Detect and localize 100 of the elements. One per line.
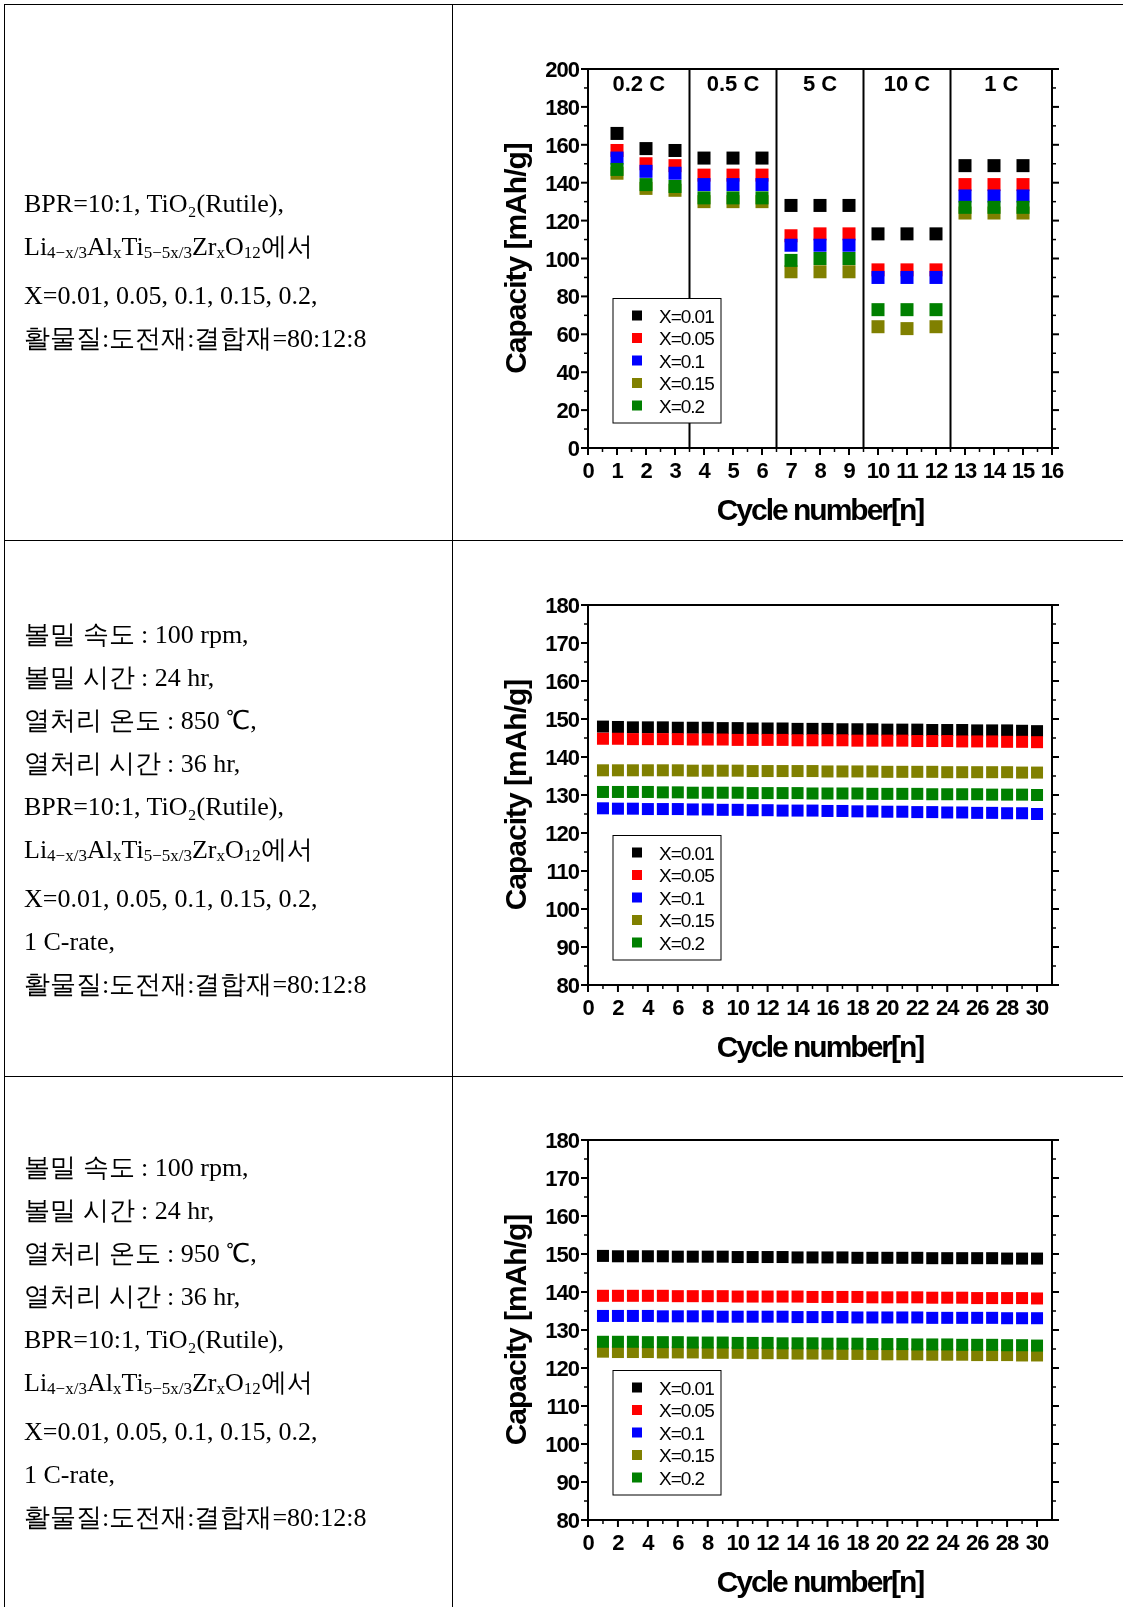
point [686, 721, 699, 734]
point [611, 802, 624, 815]
x-tick-label: 4 [642, 1530, 656, 1555]
point [656, 764, 669, 777]
point [610, 162, 624, 176]
point [791, 1311, 804, 1324]
point [842, 265, 856, 279]
point [941, 724, 954, 737]
point [806, 1251, 819, 1264]
point [656, 1310, 669, 1323]
point [941, 1338, 954, 1351]
point [926, 1311, 939, 1324]
point [716, 733, 729, 746]
x-tick-label: 10 [726, 995, 750, 1020]
x-tick-label: 9 [843, 458, 856, 483]
point [791, 1290, 804, 1303]
point [836, 1311, 849, 1324]
point [596, 720, 609, 733]
text: 활물질:도전재:결합재=80:12:8 [24, 968, 368, 1001]
point [746, 1251, 759, 1264]
point [1016, 1292, 1029, 1305]
annotation: 5 C [802, 71, 838, 96]
point [701, 733, 714, 746]
point [821, 722, 834, 735]
x-axis-title: Cycle number[n] [716, 1030, 925, 1063]
point [911, 735, 924, 748]
point [761, 733, 774, 746]
point [842, 238, 856, 252]
point [1001, 1292, 1014, 1305]
point [806, 765, 819, 778]
point [731, 803, 744, 816]
point [881, 734, 894, 747]
point [866, 734, 879, 747]
point [671, 803, 684, 816]
point [596, 764, 609, 777]
point [656, 1250, 669, 1263]
point [971, 1252, 984, 1265]
x-tick-label: 28 [995, 995, 1020, 1020]
point [836, 734, 849, 747]
point [836, 804, 849, 817]
point [611, 1250, 624, 1263]
text: Li$_{4−x/3}$Al$_{x}$Ti$_{5−5x/3}$Zr$_{x}$O$_{12}$에서 [24, 232, 313, 262]
point [686, 733, 699, 746]
point [686, 1336, 699, 1349]
point [697, 151, 711, 165]
point [911, 765, 924, 778]
point [761, 1336, 774, 1349]
point [611, 1289, 624, 1302]
point [1016, 189, 1030, 203]
point [776, 1310, 789, 1323]
x-tick-label: 4 [698, 458, 712, 483]
point [806, 787, 819, 800]
point [784, 198, 798, 212]
y-tick-label: 200 [545, 57, 580, 82]
point [871, 227, 885, 241]
point [941, 735, 954, 748]
point [956, 1311, 969, 1324]
y-tick-label: 140 [545, 1280, 580, 1305]
text: 열처리 시간 : 36 hr, [24, 1281, 242, 1313]
point [881, 723, 894, 736]
point [596, 732, 609, 745]
point [1016, 1339, 1029, 1352]
point [776, 733, 789, 746]
point [626, 785, 639, 798]
x-tick-label: 22 [906, 995, 930, 1020]
point [671, 721, 684, 734]
point [761, 1251, 774, 1264]
point [776, 787, 789, 800]
y-tick-label: 80 [556, 1508, 580, 1533]
point [1016, 766, 1029, 779]
point [626, 1289, 639, 1302]
point [776, 722, 789, 735]
point [896, 805, 909, 818]
point [881, 765, 894, 778]
point [731, 764, 744, 777]
point [656, 803, 669, 816]
point [731, 1310, 744, 1323]
y-tick-label: 150 [545, 1242, 580, 1267]
point [641, 1250, 654, 1263]
point [626, 1309, 639, 1322]
point [971, 788, 984, 801]
y-tick-label: 0 [567, 436, 580, 461]
point [806, 1290, 819, 1303]
point [761, 1310, 774, 1323]
text: 볼밀 시간 : 24 hr, [24, 661, 216, 694]
point [626, 733, 639, 746]
point [851, 1290, 864, 1303]
legend-label: X=0.01 [659, 1377, 715, 1399]
point [806, 1337, 819, 1350]
point [941, 806, 954, 819]
x-tick-label: 2 [640, 458, 653, 483]
point [641, 733, 654, 746]
point [987, 159, 1001, 173]
point [1001, 766, 1014, 779]
point [851, 787, 864, 800]
point [1031, 1312, 1044, 1325]
point [929, 270, 943, 284]
point [866, 1311, 879, 1324]
point [716, 1250, 729, 1263]
point [668, 179, 682, 193]
